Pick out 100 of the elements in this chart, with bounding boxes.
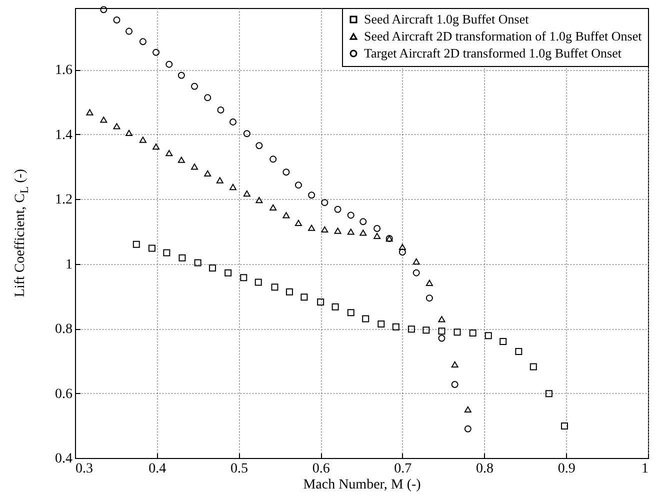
point (360, 230, 367, 236)
point (178, 156, 185, 163)
point (334, 206, 342, 213)
point (178, 254, 186, 262)
x-tick-label: 0.5 (230, 462, 248, 476)
y-tick-label: 0.6 (55, 386, 72, 402)
x-tick-label: 0.4 (148, 462, 166, 476)
y-tick-label: 1.2 (55, 192, 72, 208)
point (451, 361, 458, 368)
y-tick-label: 1 (66, 257, 72, 272)
point (392, 323, 400, 330)
point (191, 164, 198, 170)
point (86, 109, 94, 116)
point (256, 196, 263, 204)
point (422, 326, 430, 334)
point (204, 170, 212, 177)
point (408, 326, 415, 333)
point (378, 320, 385, 328)
x-tick-label: 0.8 (476, 462, 494, 476)
point (426, 294, 433, 302)
point (294, 182, 302, 189)
x-tick-label: 0.6 (312, 462, 330, 476)
point (374, 224, 381, 232)
y-tick-label: 1.4 (55, 128, 72, 143)
point (347, 212, 354, 219)
point (229, 118, 236, 126)
point (464, 425, 472, 432)
point (347, 309, 354, 316)
point (398, 244, 406, 250)
point (294, 220, 302, 226)
x-tick-label: 0.9 (558, 462, 576, 476)
point (438, 334, 446, 342)
point (224, 269, 232, 276)
point (270, 156, 277, 163)
point (469, 330, 476, 337)
point (438, 316, 446, 322)
point (132, 240, 140, 248)
point (243, 190, 250, 197)
point (321, 199, 328, 206)
point (270, 204, 277, 211)
point (332, 303, 339, 310)
point (374, 232, 381, 240)
point (360, 218, 367, 226)
point (347, 228, 354, 235)
x-tick-label: 1 (642, 462, 648, 476)
point (113, 123, 120, 130)
point (139, 38, 146, 46)
point (126, 28, 133, 35)
point (412, 269, 420, 276)
point (308, 192, 316, 199)
legend-label: Seed Aircraft 1.0g Buffet Onset (364, 12, 530, 26)
point (216, 177, 224, 184)
point (256, 142, 263, 150)
point (163, 249, 170, 256)
point (166, 60, 173, 68)
point (100, 6, 108, 14)
point (451, 381, 458, 388)
point (152, 143, 160, 150)
point (254, 278, 262, 286)
point (286, 288, 293, 296)
point (321, 226, 328, 233)
point (484, 332, 492, 340)
point (194, 259, 202, 266)
legend-label: Target Aircraft 2D transformed 1.0g Buffet Onset (364, 46, 622, 60)
point (166, 150, 173, 156)
x-tick-label: 0.7 (394, 462, 412, 476)
point (454, 328, 461, 336)
point (308, 224, 316, 231)
point (139, 136, 146, 143)
point (545, 390, 552, 398)
point (515, 348, 522, 355)
point (240, 274, 248, 282)
point (229, 184, 236, 190)
point (152, 48, 160, 56)
point (126, 130, 133, 136)
y-tick-label: 1.6 (55, 63, 72, 78)
point (282, 212, 290, 218)
point (464, 406, 472, 413)
point (209, 264, 216, 272)
point (317, 298, 324, 306)
point (438, 328, 446, 335)
legend-label: Seed Aircraft 2D transformation of 1.0g Buffet Onset (364, 28, 642, 44)
point (243, 130, 250, 138)
point (426, 280, 433, 286)
x-axis-title: Mach Number, M (-) (303, 478, 422, 492)
y-tick-label: 0.8 (55, 322, 72, 338)
point (500, 338, 507, 345)
point (271, 284, 278, 291)
point (282, 168, 290, 176)
point (561, 422, 568, 430)
point (191, 82, 198, 90)
point (300, 294, 308, 301)
point (398, 248, 406, 256)
point (362, 315, 370, 322)
y-tick-label: 0.4 (55, 452, 72, 466)
x-tick-label: 0.3 (76, 462, 93, 476)
point (178, 72, 185, 79)
point (148, 244, 156, 252)
point (412, 258, 420, 265)
point (204, 94, 212, 102)
